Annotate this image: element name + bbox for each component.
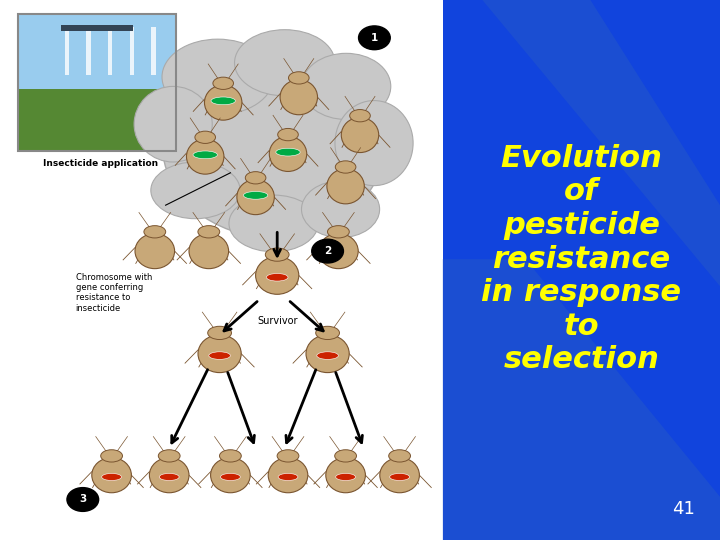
Ellipse shape — [278, 474, 298, 481]
Ellipse shape — [208, 326, 232, 340]
Ellipse shape — [211, 97, 235, 105]
Ellipse shape — [269, 137, 307, 172]
Ellipse shape — [318, 233, 359, 268]
Ellipse shape — [220, 474, 240, 481]
Ellipse shape — [268, 458, 308, 492]
Ellipse shape — [277, 450, 299, 462]
Bar — [151, 27, 156, 76]
Ellipse shape — [220, 450, 241, 462]
Ellipse shape — [335, 100, 413, 186]
Polygon shape — [443, 259, 720, 540]
Ellipse shape — [317, 352, 338, 360]
Ellipse shape — [306, 335, 349, 373]
Ellipse shape — [150, 458, 189, 492]
Ellipse shape — [278, 129, 298, 141]
Ellipse shape — [92, 458, 132, 492]
Bar — [0, 0, 443, 540]
Ellipse shape — [390, 474, 410, 481]
Ellipse shape — [229, 195, 318, 252]
Ellipse shape — [289, 72, 309, 84]
Ellipse shape — [162, 39, 274, 115]
Ellipse shape — [204, 85, 242, 120]
Bar — [108, 27, 112, 76]
Text: 3: 3 — [79, 495, 86, 504]
Bar — [86, 27, 91, 76]
Ellipse shape — [302, 53, 391, 119]
Ellipse shape — [102, 474, 122, 481]
Ellipse shape — [101, 450, 122, 462]
Ellipse shape — [198, 335, 241, 373]
Ellipse shape — [350, 110, 370, 122]
Ellipse shape — [198, 226, 220, 238]
Ellipse shape — [162, 49, 385, 238]
Bar — [18, 14, 176, 151]
Ellipse shape — [158, 450, 180, 462]
Ellipse shape — [266, 273, 288, 281]
Polygon shape — [482, 0, 720, 286]
Text: Survivor: Survivor — [257, 316, 297, 326]
Ellipse shape — [302, 181, 379, 238]
Ellipse shape — [327, 168, 364, 204]
Ellipse shape — [265, 248, 289, 261]
Ellipse shape — [195, 131, 215, 144]
Ellipse shape — [328, 226, 349, 238]
Circle shape — [312, 239, 343, 263]
Bar — [443, 0, 720, 540]
Bar — [18, 14, 176, 89]
Ellipse shape — [336, 161, 356, 173]
Bar — [130, 27, 134, 76]
Ellipse shape — [186, 139, 224, 174]
Ellipse shape — [341, 117, 379, 152]
Text: 41: 41 — [672, 501, 695, 518]
Text: Chromosome with
gene conferring
resistance to
insecticide: Chromosome with gene conferring resistan… — [76, 273, 152, 313]
Bar — [65, 27, 69, 76]
Ellipse shape — [209, 352, 230, 360]
Ellipse shape — [336, 474, 356, 481]
Text: Insecticide application: Insecticide application — [43, 159, 158, 168]
Ellipse shape — [210, 458, 251, 492]
Text: Evolution
of
pesticide
resistance
in response
to
selection: Evolution of pesticide resistance in res… — [482, 144, 681, 375]
Text: 1: 1 — [371, 33, 378, 43]
Ellipse shape — [135, 233, 175, 268]
Circle shape — [67, 488, 99, 511]
Ellipse shape — [243, 192, 268, 199]
Ellipse shape — [325, 458, 365, 492]
Ellipse shape — [159, 474, 179, 481]
Bar — [61, 25, 133, 31]
Ellipse shape — [389, 450, 410, 462]
Circle shape — [359, 26, 390, 50]
Text: 2: 2 — [324, 246, 331, 256]
Ellipse shape — [246, 172, 266, 184]
Ellipse shape — [380, 458, 419, 492]
Ellipse shape — [193, 151, 217, 159]
Ellipse shape — [235, 30, 335, 96]
Ellipse shape — [213, 77, 233, 90]
Ellipse shape — [256, 256, 299, 294]
Ellipse shape — [134, 86, 212, 162]
Ellipse shape — [144, 226, 166, 238]
Ellipse shape — [316, 326, 340, 340]
Ellipse shape — [280, 80, 318, 115]
Ellipse shape — [151, 162, 240, 219]
Ellipse shape — [335, 450, 356, 462]
Ellipse shape — [276, 148, 300, 156]
Bar — [18, 89, 176, 151]
Ellipse shape — [237, 179, 274, 215]
Ellipse shape — [189, 233, 229, 268]
